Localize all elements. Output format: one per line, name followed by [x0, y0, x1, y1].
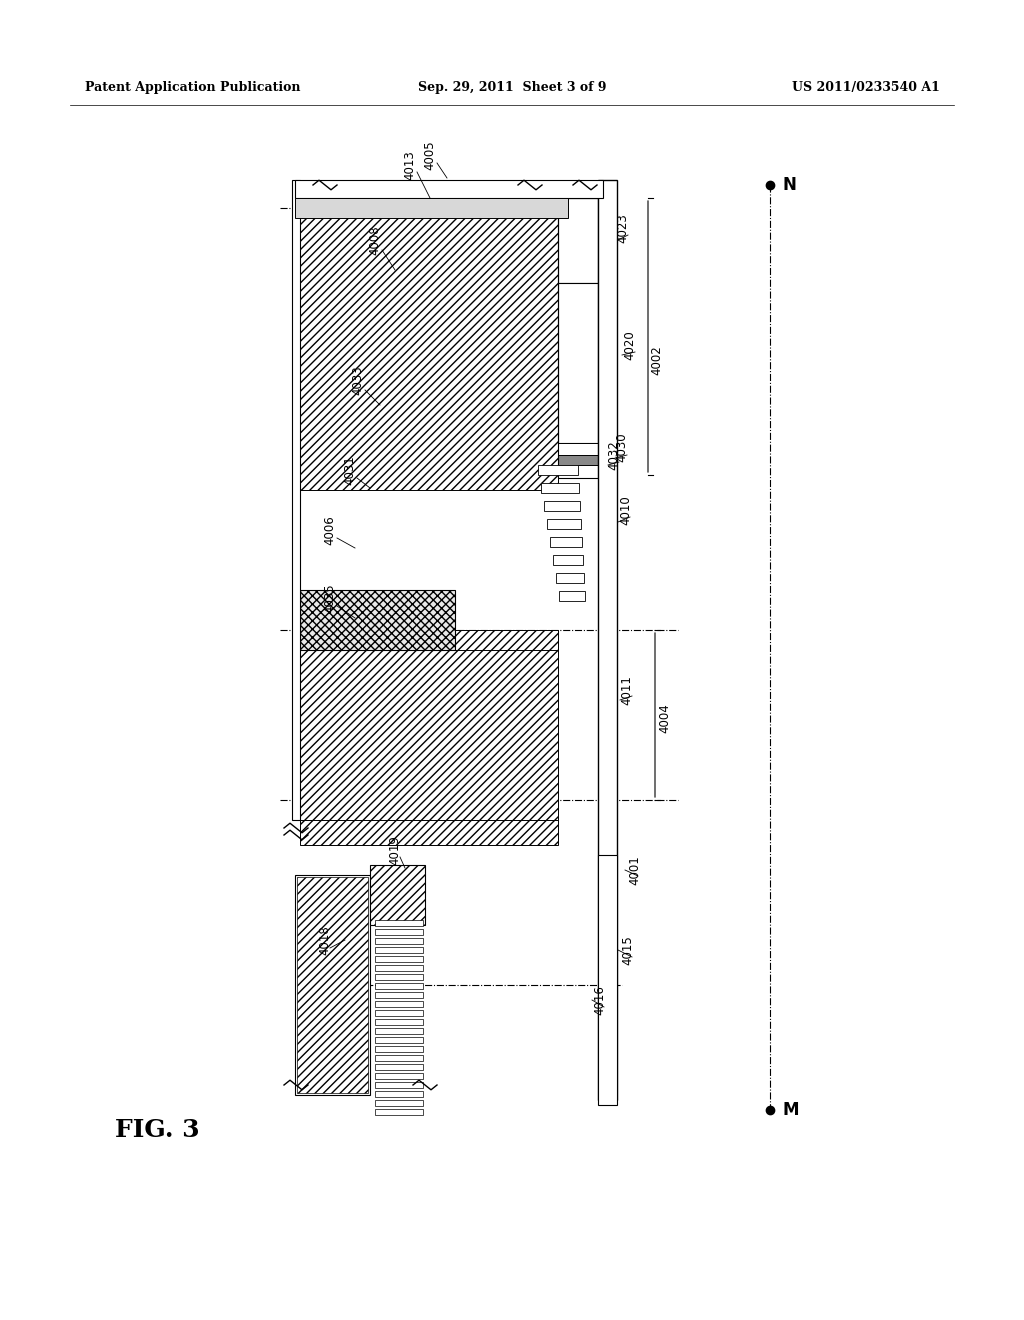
Bar	[375, 983, 423, 989]
Bar	[297, 876, 368, 1093]
Bar	[375, 974, 423, 979]
Bar	[375, 1073, 423, 1078]
Bar	[598, 855, 617, 1105]
Bar	[375, 1019, 423, 1026]
Text: 4035: 4035	[324, 583, 337, 612]
Bar	[375, 993, 423, 998]
Bar	[375, 1028, 423, 1034]
Bar	[558, 198, 598, 282]
Bar	[375, 965, 423, 972]
Bar	[300, 590, 455, 649]
Text: Patent Application Publication: Patent Application Publication	[85, 82, 300, 95]
Bar	[375, 920, 423, 927]
Text: 4005: 4005	[424, 140, 436, 170]
Bar	[370, 865, 425, 925]
Bar	[375, 1100, 423, 1106]
Bar	[553, 554, 583, 565]
Bar	[375, 1092, 423, 1097]
Bar	[295, 875, 370, 1096]
Text: M: M	[782, 1101, 799, 1119]
Bar	[375, 929, 423, 935]
Bar	[375, 1055, 423, 1061]
Bar	[300, 210, 558, 490]
Text: 4004: 4004	[658, 704, 672, 733]
Bar	[375, 1038, 423, 1043]
Bar	[300, 630, 558, 649]
Bar	[375, 1064, 423, 1071]
Text: 4002: 4002	[650, 345, 664, 375]
Bar	[547, 519, 581, 529]
Bar	[375, 1045, 423, 1052]
Bar	[538, 465, 578, 475]
Bar	[300, 630, 558, 820]
Bar	[544, 502, 580, 511]
Bar	[558, 455, 598, 465]
Text: US 2011/0233540 A1: US 2011/0233540 A1	[793, 82, 940, 95]
Text: 4030: 4030	[615, 432, 629, 462]
Text: 4020: 4020	[624, 330, 637, 360]
Bar	[375, 1082, 423, 1088]
Text: 4011: 4011	[621, 675, 634, 705]
Bar	[295, 198, 568, 218]
Bar	[558, 198, 598, 478]
Bar	[375, 1010, 423, 1016]
Bar	[550, 537, 582, 546]
Bar	[375, 939, 423, 944]
Bar	[292, 180, 300, 820]
Bar	[598, 180, 617, 1100]
Text: N: N	[782, 176, 796, 194]
Text: 4019: 4019	[388, 836, 401, 865]
Bar	[556, 573, 584, 583]
Text: 4006: 4006	[324, 515, 337, 545]
Text: 4010: 4010	[620, 495, 633, 525]
Text: 4015: 4015	[622, 935, 635, 965]
Bar	[375, 1109, 423, 1115]
Bar	[558, 282, 598, 444]
Bar	[295, 180, 603, 198]
Bar	[375, 1001, 423, 1007]
Bar	[300, 820, 558, 845]
Bar	[559, 591, 585, 601]
Text: 4013: 4013	[403, 150, 417, 180]
Text: 4001: 4001	[629, 855, 641, 884]
Bar	[558, 444, 598, 455]
Text: 4016: 4016	[594, 985, 606, 1015]
Text: FIG. 3: FIG. 3	[115, 1118, 200, 1142]
Bar	[375, 956, 423, 962]
Text: 4031: 4031	[343, 455, 356, 484]
Text: 4033: 4033	[351, 366, 365, 395]
Text: 4008: 4008	[369, 226, 382, 255]
Bar	[375, 946, 423, 953]
Text: 4023: 4023	[616, 213, 630, 243]
Bar	[541, 483, 579, 492]
Text: 4018: 4018	[318, 925, 332, 954]
Text: Sep. 29, 2011  Sheet 3 of 9: Sep. 29, 2011 Sheet 3 of 9	[418, 82, 606, 95]
Text: 4032: 4032	[607, 440, 621, 470]
